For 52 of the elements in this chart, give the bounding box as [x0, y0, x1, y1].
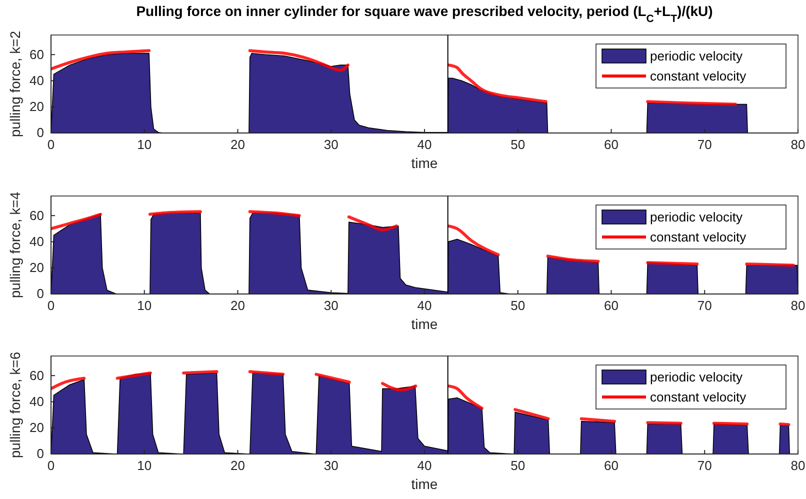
- x-axis-title: time: [411, 316, 438, 332]
- x-tick-label: 10: [137, 298, 152, 314]
- x-tick-label: 0: [47, 137, 55, 152]
- x-tick-label: 60: [604, 298, 618, 314]
- y-tick-label: 60: [30, 208, 44, 223]
- legend-label: periodic velocity: [650, 48, 743, 64]
- x-tick-label: 10: [137, 458, 152, 474]
- x-tick-label: 60: [604, 458, 618, 474]
- y-tick-label: 40: [30, 394, 44, 409]
- x-tick-label: 30: [324, 458, 338, 474]
- legend-label: constant velocity: [650, 68, 747, 84]
- x-tick-label: 30: [324, 137, 338, 152]
- x-tick-label: 60: [604, 137, 618, 152]
- legend-label: periodic velocity: [650, 210, 743, 224]
- y-tick-label: 0: [36, 286, 44, 302]
- x-axis-title: time: [411, 155, 438, 171]
- x-tick-label: 30: [324, 298, 338, 314]
- y-tick-label: 0: [36, 125, 44, 140]
- x-tick-label: 40: [417, 137, 432, 152]
- x-tick-label: 80: [790, 458, 806, 474]
- y-axis-title: pulling force, k=2: [7, 30, 23, 138]
- y-axis-title: pulling force, k=4: [7, 192, 23, 298]
- x-tick-label: 40: [417, 298, 432, 314]
- x-tick-label: 50: [510, 137, 526, 152]
- y-axis-title: pulling force, k=6: [7, 352, 23, 458]
- y-tick-label: 20: [30, 99, 44, 114]
- x-tick-label: 0: [47, 458, 55, 474]
- legend-label: constant velocity: [650, 390, 747, 404]
- x-tick-label: 80: [790, 137, 806, 152]
- x-tick-label: 70: [697, 458, 712, 474]
- y-tick-label: 40: [30, 72, 44, 88]
- x-tick-label: 20: [230, 298, 245, 314]
- x-tick-label: 20: [230, 137, 245, 152]
- chart-title: Pulling force on inner cylinder for square wave prescribed velocity, period (L$_{C}$+L$_{T}$)/(kU): [136, 3, 713, 25]
- x-tick-label: 10: [137, 137, 152, 152]
- y-tick-label: 40: [30, 234, 44, 249]
- x-tick-label: 70: [697, 137, 712, 152]
- y-tick-label: 0: [36, 446, 44, 462]
- x-axis-title: time: [411, 476, 438, 492]
- y-tick-label: 60: [30, 46, 44, 62]
- legend-label: periodic velocity: [650, 370, 743, 384]
- x-tick-label: 0: [47, 298, 55, 314]
- x-tick-label: 20: [230, 458, 245, 474]
- y-tick-label: 20: [30, 420, 44, 436]
- x-tick-label: 50: [510, 298, 526, 314]
- y-tick-label: 60: [30, 368, 44, 383]
- x-tick-label: 80: [790, 298, 806, 314]
- legend-label: constant velocity: [650, 230, 747, 244]
- x-tick-label: 70: [697, 298, 712, 314]
- x-tick-label: 40: [417, 458, 432, 474]
- x-tick-label: 50: [510, 458, 526, 474]
- y-tick-label: 20: [30, 260, 44, 276]
